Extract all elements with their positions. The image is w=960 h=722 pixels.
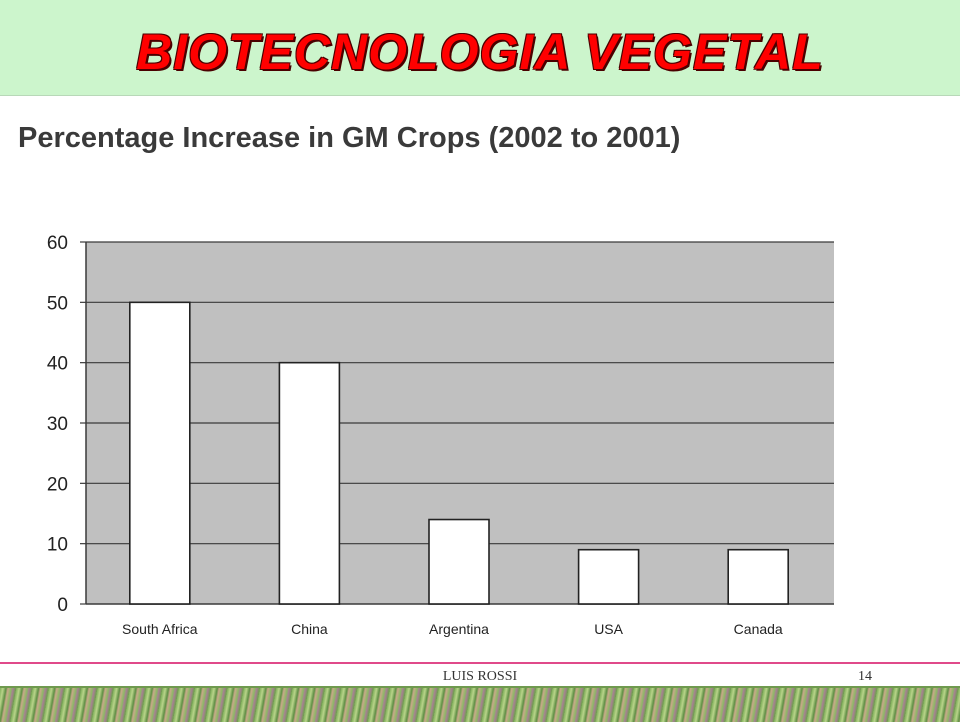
x-tick-label: Canada (734, 621, 783, 637)
y-tick-label: 20 (47, 474, 68, 495)
x-axis-ticks: South Africa China Argentina USA Canada (122, 621, 783, 637)
grass-border-decoration (0, 686, 960, 722)
footer-divider (0, 662, 960, 664)
chart-title: Percentage Increase in GM Crops (2002 to… (18, 122, 681, 154)
x-tick-label: Argentina (429, 621, 489, 637)
y-tick-label: 0 (57, 595, 68, 616)
slide-footer (0, 664, 960, 686)
y-tick-label: 10 (47, 535, 68, 556)
x-tick-label: China (291, 621, 328, 637)
y-axis-ticks: 0 10 20 30 40 50 60 (47, 233, 86, 616)
slide-title: BIOTECNOLOGIA VEGETAL (136, 24, 824, 80)
slide-header: BIOTECNOLOGIA VEGETAL (0, 0, 960, 96)
y-tick-label: 60 (47, 233, 68, 254)
y-tick-label: 40 (47, 354, 68, 375)
x-tick-label: USA (594, 621, 623, 637)
bar-south-africa (129, 301, 191, 605)
bar-canada (727, 548, 790, 605)
bar-china (278, 361, 341, 605)
footer-author: LUIS ROSSI (442, 669, 518, 684)
page-number: 14 (858, 669, 872, 684)
y-tick-label: 30 (47, 414, 68, 435)
bar-argentina (428, 518, 490, 605)
y-tick-label: 50 (47, 293, 68, 314)
bar-usa (577, 548, 640, 605)
x-tick-label: South Africa (122, 621, 198, 637)
bars (129, 301, 790, 605)
